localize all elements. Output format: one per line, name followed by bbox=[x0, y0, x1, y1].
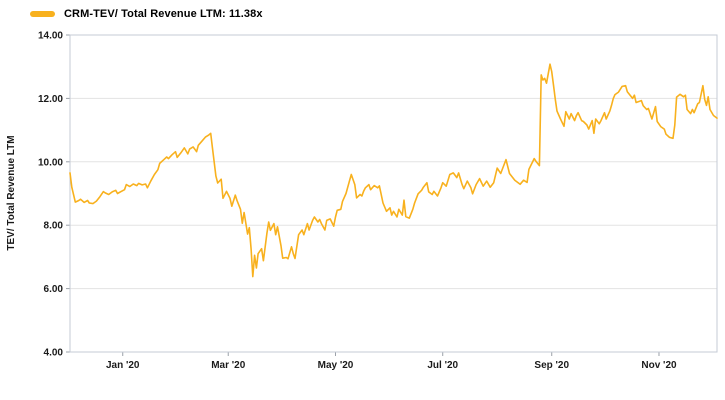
y-tick-label: 4.00 bbox=[44, 348, 64, 359]
y-tick-label: 6.00 bbox=[44, 284, 64, 295]
y-tick-label: 14.00 bbox=[38, 31, 63, 42]
legend-label: CRM-TEV/ Total Revenue LTM: 11.38x bbox=[64, 8, 263, 20]
x-tick-label: Nov '20 bbox=[641, 360, 677, 371]
y-tick-label: 8.00 bbox=[44, 221, 64, 232]
y-tick-label: 12.00 bbox=[38, 94, 63, 105]
legend-item[interactable]: CRM-TEV/ Total Revenue LTM: 11.38x bbox=[30, 8, 263, 20]
plot-border bbox=[69, 34, 718, 353]
x-tick-label: May '20 bbox=[318, 360, 354, 371]
y-tick-label: 10.00 bbox=[38, 157, 63, 168]
series-line bbox=[69, 63, 718, 278]
legend-swatch-icon bbox=[30, 11, 55, 17]
x-tick-label: Mar '20 bbox=[211, 360, 246, 371]
y-axis-title: TEV/ Total Revenue LTM bbox=[6, 135, 17, 250]
x-tick-label: Jul '20 bbox=[427, 360, 458, 371]
x-tick-label: Sep '20 bbox=[534, 360, 569, 371]
x-tick-label: Jan '20 bbox=[106, 360, 140, 371]
